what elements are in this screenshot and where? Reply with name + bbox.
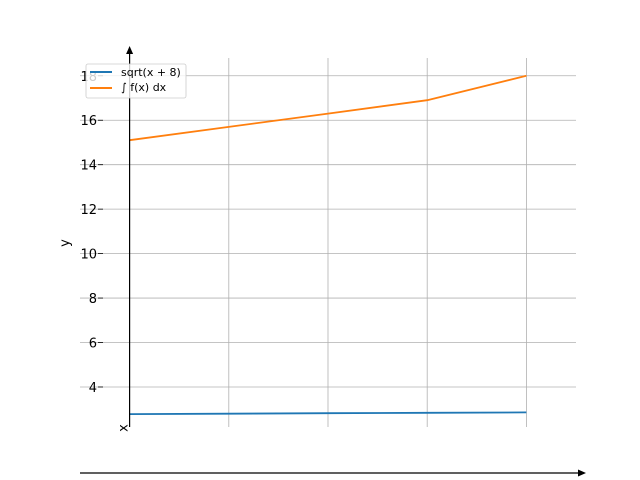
y-tick-label: 16: [80, 114, 97, 129]
y-tick-label: 4: [89, 381, 97, 396]
series-lines: [129, 74, 527, 415]
legend-label-sqrt: sqrt(x + 8): [121, 66, 181, 79]
y-tick-label: 12: [80, 203, 97, 218]
series-line-0: [129, 411, 527, 415]
y-axis-label: y: [58, 239, 73, 247]
grid: [80, 58, 576, 427]
legend: sqrt(x + 8) ∫ f(x) dx: [85, 63, 187, 99]
legend-label-integral: ∫ f(x) dx: [121, 81, 167, 94]
x-axis-label: x: [117, 424, 132, 432]
y-tick-label: 6: [89, 337, 97, 352]
y-axis-arrow: [126, 46, 134, 54]
y-tick-label: 14: [80, 159, 97, 174]
x-axis-arrow: [578, 469, 586, 477]
y-tick-label: 8: [89, 292, 97, 307]
series-line-1: [129, 74, 527, 142]
y-ticks: 4681012141618: [80, 70, 103, 396]
y-tick-label: 10: [80, 248, 97, 263]
axes: [80, 46, 586, 477]
